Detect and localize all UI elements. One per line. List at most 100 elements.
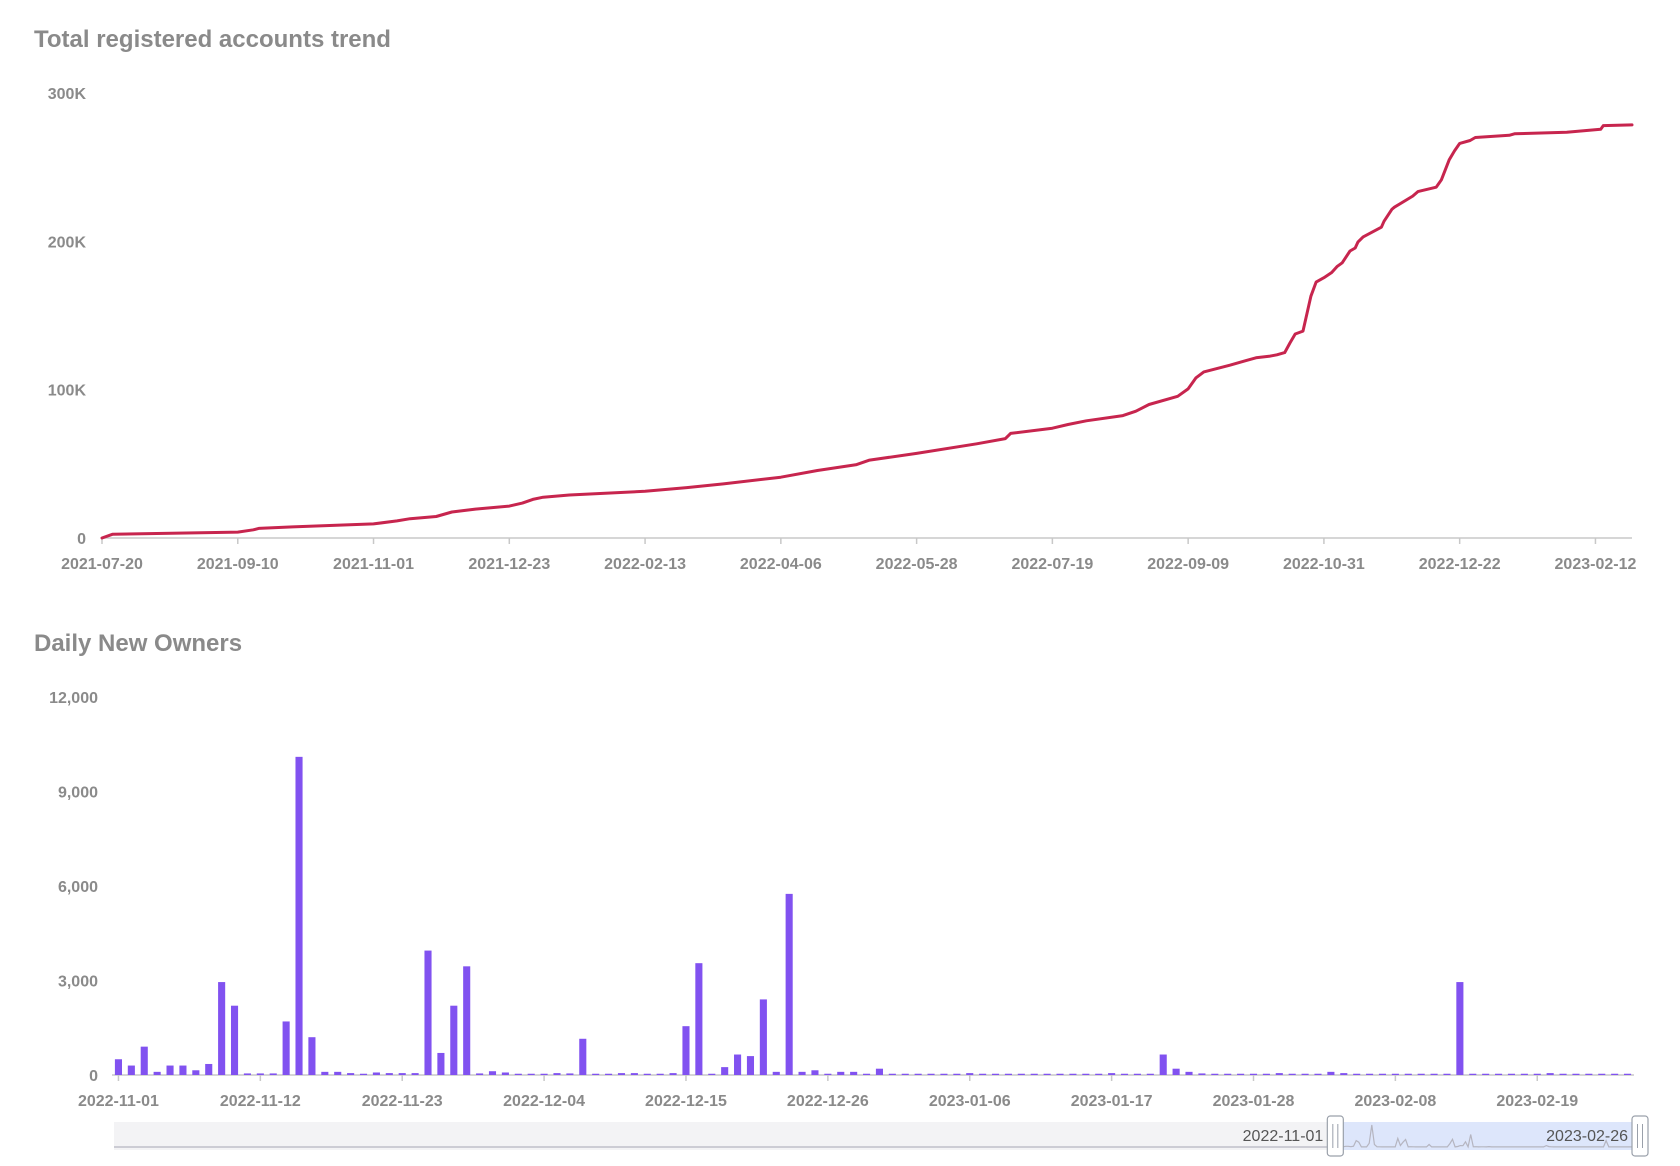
bar: [1237, 1073, 1245, 1075]
bar: [218, 982, 226, 1075]
bar: [1082, 1073, 1090, 1075]
y-tick-label: 300K: [48, 86, 87, 103]
bar: [1611, 1073, 1619, 1075]
x-tick-label: 2021-07-20: [61, 556, 143, 573]
zoom-handle-start[interactable]: [1326, 1115, 1344, 1157]
bar: [1095, 1073, 1103, 1075]
bar: [1546, 1073, 1554, 1075]
x-tick-label: 2022-05-28: [876, 556, 958, 573]
x-tick-label: 2023-02-19: [1496, 1093, 1578, 1110]
bar: [566, 1073, 574, 1075]
zoom-handle-end[interactable]: [1631, 1115, 1649, 1157]
bar: [1417, 1073, 1425, 1075]
bar: [295, 756, 303, 1075]
bar: [746, 1056, 755, 1075]
bar: [1430, 1073, 1438, 1075]
bar: [1391, 1073, 1399, 1075]
bar: [166, 1065, 174, 1075]
bar: [1120, 1073, 1129, 1075]
bar: [1366, 1073, 1374, 1075]
bar: [1069, 1073, 1077, 1075]
chart-title-total-accounts: Total registered accounts trend: [34, 26, 391, 53]
zoom-handle-grip[interactable]: [1326, 1115, 1344, 1157]
bar: [114, 1059, 122, 1075]
bar: [1495, 1073, 1503, 1075]
x-tick-label: 2022-07-19: [1011, 556, 1093, 573]
bar: [1585, 1073, 1593, 1075]
bar: [695, 963, 703, 1075]
bar: [1017, 1073, 1025, 1075]
x-tick-label: 2022-10-31: [1283, 556, 1365, 573]
bar: [385, 1073, 393, 1075]
bar: [656, 1073, 664, 1075]
bar: [1172, 1068, 1180, 1075]
bar: [1482, 1073, 1490, 1075]
x-tick-label: 2021-09-10: [197, 556, 279, 573]
bar: [1224, 1073, 1232, 1075]
bar: [540, 1073, 548, 1075]
bar: [875, 1068, 883, 1075]
bar: [1456, 982, 1464, 1075]
series-line-total-accounts: [100, 123, 1634, 540]
bar: [153, 1071, 161, 1075]
bar: [940, 1073, 948, 1075]
bar: [411, 1073, 419, 1075]
zoom-overview-line: [1335, 1124, 1640, 1149]
y-tick-label: 200K: [48, 234, 87, 251]
y-tick-label: 9,000: [58, 785, 98, 802]
bar: [1598, 1073, 1606, 1075]
bar: [1404, 1073, 1412, 1075]
bar: [617, 1073, 626, 1075]
bar: [321, 1071, 329, 1075]
bar: [1559, 1073, 1567, 1075]
x-tick-label: 2022-11-23: [362, 1093, 443, 1110]
bar: [1056, 1073, 1064, 1075]
bar: [991, 1073, 1000, 1075]
bar: [1211, 1073, 1219, 1075]
bar: [127, 1065, 135, 1075]
x-tick-label: 2022-11-12: [220, 1093, 301, 1110]
x-tick-label: 2022-12-22: [1419, 556, 1501, 573]
bar: [514, 1073, 522, 1075]
bar: [785, 893, 793, 1075]
bar: [1624, 1073, 1632, 1075]
bar: [488, 1071, 497, 1075]
zoom-slider-selection[interactable]: [1335, 1122, 1640, 1150]
bar: [205, 1063, 213, 1075]
bar: [450, 1005, 458, 1075]
bar: [630, 1073, 638, 1075]
bar: [1249, 1073, 1258, 1075]
bar: [527, 1073, 535, 1075]
bar: [901, 1073, 909, 1075]
zoom-handle-grip[interactable]: [1631, 1115, 1649, 1157]
x-tick-label: 2022-09-09: [1147, 556, 1229, 573]
x-tick-label: 2021-12-23: [468, 556, 550, 573]
bar: [501, 1072, 509, 1075]
bar: [798, 1071, 806, 1075]
bar: [914, 1073, 922, 1075]
y-tick-label: 12,000: [49, 690, 98, 707]
bar: [721, 1067, 729, 1075]
bar: [140, 1046, 148, 1075]
bar: [734, 1054, 742, 1075]
bar: [1314, 1073, 1322, 1075]
bar: [437, 1052, 445, 1075]
x-tick-label: 2022-12-04: [503, 1093, 585, 1110]
bar: [1030, 1073, 1038, 1075]
bar: [863, 1073, 871, 1075]
bar: [643, 1073, 651, 1075]
bar: [1262, 1073, 1270, 1075]
bar: [1443, 1073, 1451, 1075]
y-tick-label: 6,000: [58, 879, 98, 896]
bar: [372, 1072, 380, 1075]
bar: [1159, 1054, 1167, 1075]
bar: [1327, 1071, 1335, 1075]
bar: [1275, 1073, 1283, 1075]
bar: [179, 1065, 187, 1075]
bar: [772, 1071, 780, 1075]
x-tick-label: 2023-01-28: [1213, 1093, 1295, 1110]
bar: [759, 999, 767, 1075]
x-tick-label: 2022-12-15: [645, 1093, 727, 1110]
zoom-start-label: 2022-11-01: [1243, 1128, 1324, 1145]
